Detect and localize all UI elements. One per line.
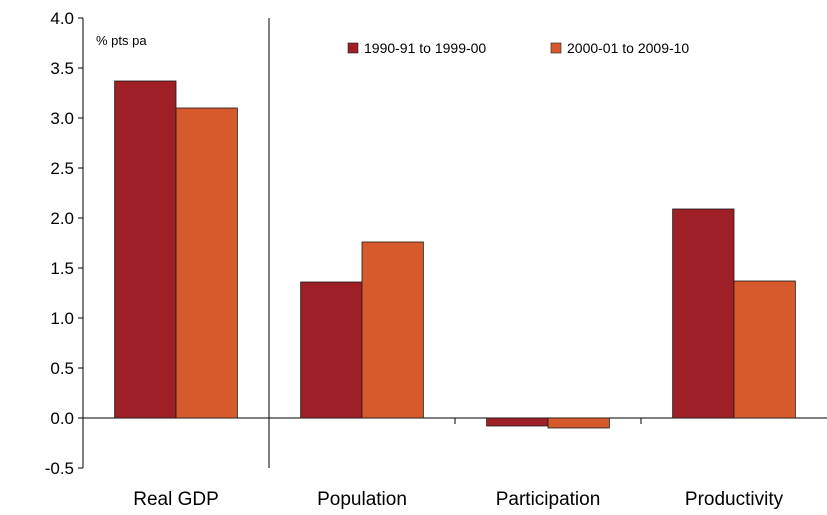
y-ticks: -0.5 0.0 0.5 1.0 1.5 2.0 2.5 3.0 3.5 4.0 xyxy=(45,9,642,478)
y-tick-label: 2.0 xyxy=(50,209,74,228)
bar-real-gdp-series-1 xyxy=(114,80,177,419)
legend-label: 2000-01 to 2009-10 xyxy=(567,40,689,56)
y-tick-label: 0.5 xyxy=(50,359,74,378)
y-tick-label: 4.0 xyxy=(50,9,74,28)
legend: 1990-91 to 1999-00 2000-01 to 2009-10 xyxy=(347,40,689,56)
x-category-label: Population xyxy=(317,489,407,510)
bar-participation-series-1 xyxy=(486,417,549,427)
y-tick-label: 3.0 xyxy=(50,109,74,128)
x-category-label: Real GDP xyxy=(133,489,219,510)
bar-productivity-series-2 xyxy=(733,280,796,419)
unit-label: % pts pa xyxy=(96,33,147,48)
bar-real-gdp-series-2 xyxy=(175,107,238,419)
y-tick-label: 1.0 xyxy=(50,309,74,328)
y-tick-label: 0.0 xyxy=(50,409,74,428)
bar-productivity-series-1 xyxy=(672,208,735,419)
x-category-label: Productivity xyxy=(685,489,784,510)
legend-swatch xyxy=(550,42,562,54)
bar-population-series-1 xyxy=(300,281,363,419)
bar-participation-series-2 xyxy=(547,417,610,429)
legend-label: 1990-91 to 1999-00 xyxy=(364,40,486,56)
bar-population-series-2 xyxy=(361,241,424,419)
category-labels: Real GDP Population Participation Productiv… xyxy=(133,489,783,510)
y-tick-label: 3.5 xyxy=(50,59,74,78)
y-tick-label: 2.5 xyxy=(50,159,74,178)
bars xyxy=(114,80,796,429)
y-tick-label: -0.5 xyxy=(45,459,74,478)
legend-swatch xyxy=(347,42,359,54)
x-category-label: Participation xyxy=(496,489,601,510)
y-tick-label: 1.5 xyxy=(50,259,74,278)
